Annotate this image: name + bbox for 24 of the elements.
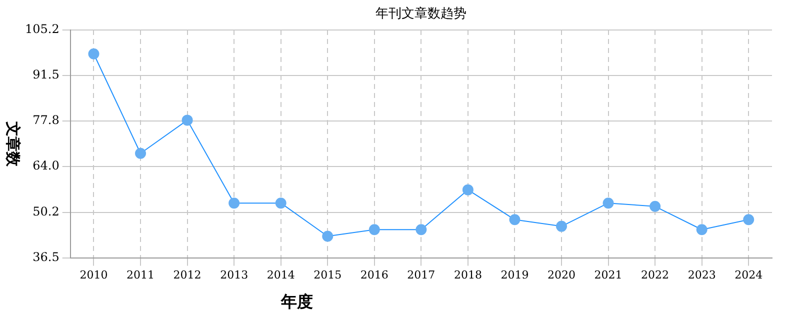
x-tick-label: 2014 (266, 268, 295, 282)
x-tick-label: 2013 (220, 268, 248, 282)
y-tick-label: 36.5 (32, 250, 60, 264)
x-tick-label: 2020 (548, 268, 576, 282)
x-tick-label: 2017 (407, 268, 436, 282)
y-tick-label: 91.5 (32, 68, 60, 82)
x-tick-label: 2011 (126, 268, 155, 282)
y-tick-label: 50.2 (32, 204, 60, 218)
y-tick-label: 105.2 (24, 22, 60, 36)
x-tick-label: 2021 (594, 268, 622, 282)
chart-title: 年刊文章数趋势 (376, 6, 467, 22)
x-tick-label: 2019 (500, 268, 529, 282)
y-tick-label: 77.8 (32, 112, 60, 127)
x-tick-label: 2024 (734, 268, 763, 282)
y-axis-title: 文章数 (4, 120, 22, 168)
x-tick-label: 2022 (641, 268, 670, 282)
y-tick-label: 64.0 (32, 158, 60, 173)
x-tick-label: 2010 (80, 268, 108, 282)
x-tick-label: 2012 (173, 268, 202, 282)
x-tick-label: 2016 (360, 268, 388, 282)
x-tick-label: 2015 (314, 268, 342, 282)
x-tick-label: 2023 (688, 268, 716, 282)
x-axis-title: 年度 (280, 292, 313, 312)
x-tick-label: 2018 (454, 268, 482, 282)
